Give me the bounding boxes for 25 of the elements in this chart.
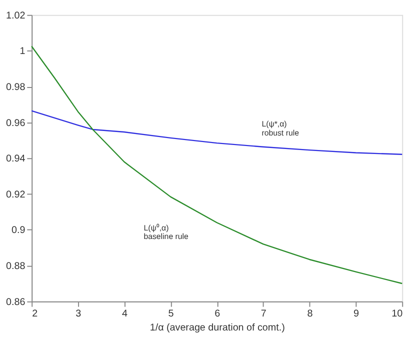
x-tick-label: 10 <box>392 308 404 320</box>
annotation: baseline rule <box>144 232 190 242</box>
x-tick-label: 8 <box>307 308 314 320</box>
y-tick-label: 0.92 <box>6 189 26 200</box>
y-tick-label: 0.98 <box>6 82 26 93</box>
y-tick-label: 1.02 <box>6 10 26 22</box>
y-tick-label: 0.86 <box>6 296 26 308</box>
x-tick-label: 4 <box>122 308 128 320</box>
x-tick-label: 3 <box>76 308 82 320</box>
line-series <box>31 110 403 155</box>
annotation: L(ψ*,α) <box>262 119 288 128</box>
y-tick-label: 0.88 <box>6 261 26 272</box>
x-tick-label: 7 <box>260 308 266 320</box>
x-tick-label: 2 <box>32 308 38 320</box>
x-axis-title: 1/α (average duration of comt.) <box>150 322 285 334</box>
x-tick-label: 9 <box>354 308 360 320</box>
y-tick-label: 1 <box>20 46 26 58</box>
y-tick-label: 0.96 <box>6 118 26 129</box>
x-tick-label: 5 <box>168 308 174 320</box>
x-tick-label: 6 <box>214 308 221 320</box>
line-series <box>31 46 403 284</box>
y-tick-label: 0.94 <box>6 154 26 165</box>
y-tick-label: 0.9 <box>11 225 26 236</box>
annotation: L(ψ⁰,α) <box>144 224 170 233</box>
annotation: robust rule <box>262 128 300 138</box>
